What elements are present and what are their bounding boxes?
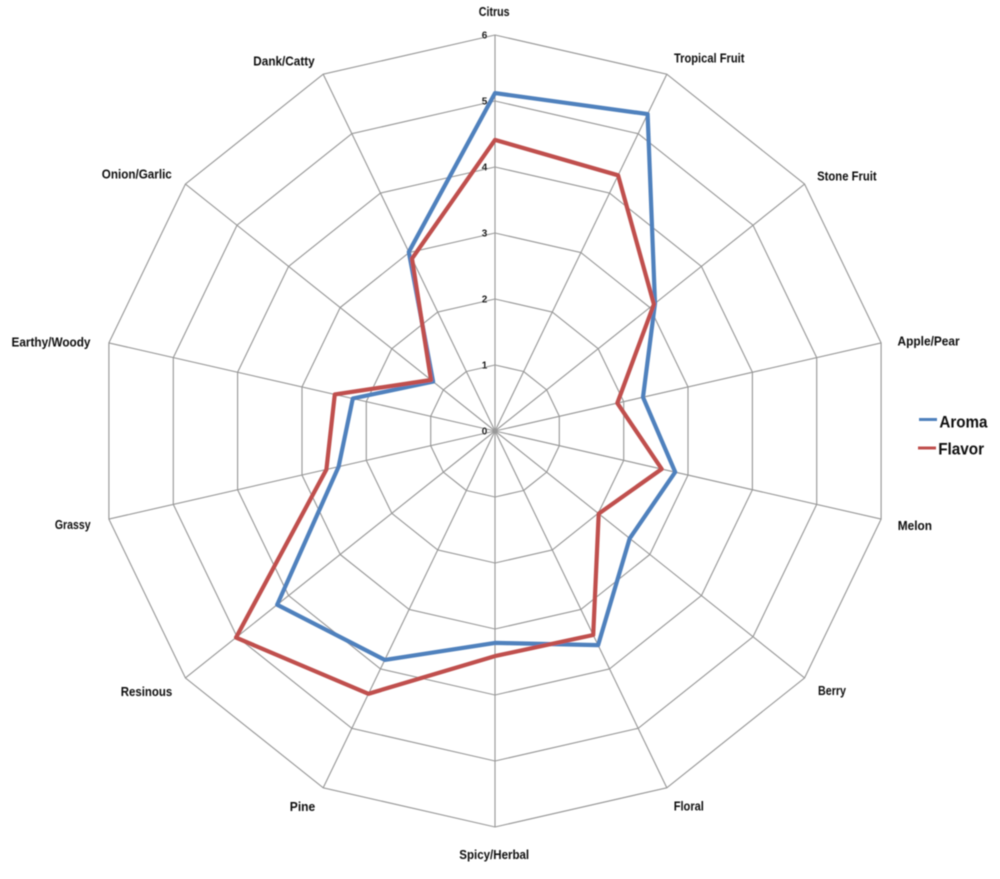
svg-text:Dank/Catty: Dank/Catty [253, 54, 315, 69]
svg-text:3: 3 [482, 229, 488, 240]
svg-text:Onion/Garlic: Onion/Garlic [102, 167, 172, 182]
svg-text:6: 6 [482, 31, 488, 42]
svg-text:1: 1 [482, 361, 488, 372]
svg-text:Resinous: Resinous [121, 684, 172, 699]
svg-text:Apple/Pear: Apple/Pear [898, 333, 960, 348]
svg-text:2: 2 [482, 295, 488, 306]
svg-text:5: 5 [482, 97, 488, 108]
svg-text:Floral: Floral [674, 798, 704, 813]
svg-text:Tropical Fruit: Tropical Fruit [674, 51, 745, 66]
svg-text:Pine: Pine [290, 799, 315, 814]
svg-text:Earthy/Woody: Earthy/Woody [12, 335, 92, 350]
svg-text:Stone Fruit: Stone Fruit [817, 168, 877, 183]
svg-text:0: 0 [482, 427, 488, 438]
svg-text:Grassy: Grassy [55, 517, 91, 532]
svg-text:4: 4 [482, 163, 488, 174]
svg-text:Aroma: Aroma [939, 413, 988, 432]
svg-text:Flavor: Flavor [938, 440, 984, 459]
svg-text:Berry: Berry [818, 683, 847, 698]
svg-text:Melon: Melon [898, 518, 932, 533]
svg-text:Spicy/Herbal: Spicy/Herbal [459, 847, 529, 862]
svg-text:Citrus: Citrus [479, 4, 510, 19]
